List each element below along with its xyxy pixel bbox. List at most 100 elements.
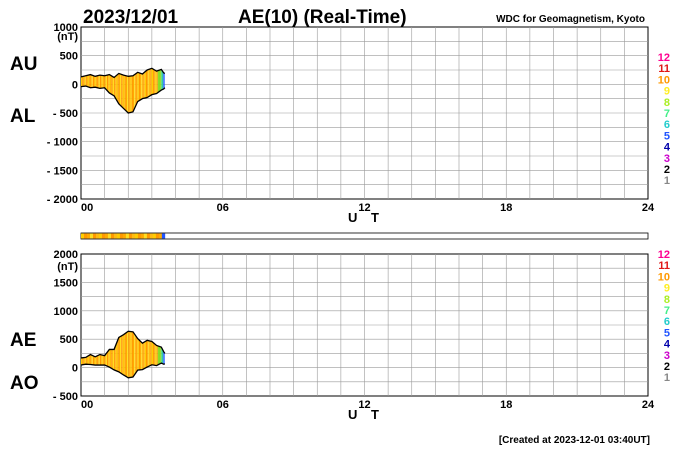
- coverage-segment: [125, 233, 130, 239]
- data-band: [118, 336, 120, 373]
- data-band: [82, 357, 84, 365]
- coverage-segment: [149, 233, 154, 239]
- data-band: [131, 331, 133, 378]
- au-al-grid: [81, 27, 648, 199]
- al-label: AL: [10, 106, 36, 127]
- data-band: [84, 75, 86, 87]
- x-tick-label: 12: [358, 202, 370, 214]
- data-band: [117, 337, 119, 372]
- au-al-data-area: [80, 67, 166, 114]
- station-count-label: 7: [664, 108, 670, 120]
- station-count-label: 6: [664, 316, 670, 328]
- data-band: [114, 346, 116, 371]
- data-band: [145, 340, 148, 368]
- ae-ao-grid: [81, 254, 648, 396]
- coverage-segment: [81, 233, 85, 239]
- station-count-label: 4: [664, 339, 671, 351]
- data-band: [144, 71, 146, 99]
- coverage-segment: [110, 233, 115, 239]
- data-band: [95, 356, 97, 366]
- data-band: [102, 75, 104, 89]
- data-band: [118, 73, 120, 105]
- data-band: [96, 75, 98, 88]
- data-band: [97, 355, 99, 366]
- data-band: [155, 70, 157, 94]
- data-band: [161, 347, 162, 364]
- data-band: [96, 355, 98, 366]
- au-al-x-axis-label: U T: [348, 210, 384, 225]
- data-band: [123, 333, 125, 376]
- data-band: [123, 75, 125, 110]
- station-count-label: 8: [664, 294, 670, 306]
- data-band: [149, 340, 151, 366]
- data-band: [122, 334, 124, 375]
- data-band: [89, 74, 91, 88]
- data-band: [145, 70, 148, 98]
- y-tick-label: - 500: [53, 108, 78, 120]
- data-band: [119, 73, 122, 107]
- data-band: [91, 75, 93, 88]
- station-count-label: 5: [664, 130, 670, 142]
- coverage-segment: [158, 233, 163, 239]
- data-band: [109, 74, 111, 94]
- coverage-segment: [101, 233, 106, 239]
- data-band: [97, 75, 99, 89]
- data-band: [161, 70, 163, 90]
- data-band: [157, 345, 159, 365]
- y-tick-label: 1500: [54, 277, 78, 289]
- station-count-label: 9: [664, 283, 670, 295]
- data-band: [86, 355, 89, 365]
- data-band: [105, 352, 107, 367]
- data-band: [116, 74, 118, 102]
- data-band: [132, 331, 135, 377]
- coverage-segment: [143, 233, 148, 239]
- data-band: [151, 68, 154, 95]
- data-band: [92, 75, 94, 88]
- station-count-label: 11: [658, 260, 670, 272]
- data-band: [155, 344, 157, 366]
- data-band: [108, 74, 110, 93]
- data-band: [91, 355, 93, 365]
- y-tick-label: 1000: [54, 306, 78, 318]
- ae-series-line: [80, 330, 166, 359]
- au-al-unit-label: (nT): [57, 31, 78, 43]
- coverage-segment: [116, 233, 121, 239]
- data-band: [99, 354, 102, 366]
- data-band: [101, 354, 103, 366]
- data-band: [121, 74, 123, 108]
- coverage-segment: [92, 233, 97, 239]
- data-band: [98, 75, 100, 89]
- x-tick-label: 00: [81, 202, 93, 214]
- data-band: [121, 335, 123, 375]
- created-timestamp: [Created at 2023-12-01 03:40UT]: [499, 435, 650, 446]
- data-band: [137, 338, 139, 371]
- station-count-label: 2: [664, 164, 670, 176]
- data-band: [127, 76, 129, 113]
- data-band: [148, 340, 150, 367]
- data-band: [127, 331, 129, 378]
- data-band: [137, 72, 139, 102]
- data-band: [103, 75, 105, 88]
- station-count-label: 7: [664, 305, 670, 317]
- data-band: [129, 76, 131, 113]
- data-band: [147, 69, 149, 98]
- y-tick-label: - 1000: [47, 137, 78, 149]
- data-band: [90, 354, 92, 365]
- data-band: [131, 75, 133, 113]
- source-label: WDC for Geomagnetism, Kyoto: [496, 14, 645, 25]
- ao-label: AO: [10, 373, 39, 394]
- station-count-label: 4: [664, 142, 671, 154]
- data-band: [81, 76, 83, 87]
- data-band: [149, 68, 151, 97]
- ao-series-line: [80, 362, 166, 379]
- data-band: [106, 350, 109, 367]
- coverage-segment: [128, 233, 133, 239]
- data-band: [116, 340, 118, 372]
- coverage-segment: [95, 233, 100, 239]
- data-band: [161, 69, 162, 91]
- coverage-segment: [119, 233, 124, 239]
- data-band: [89, 354, 91, 365]
- station-count-label: 9: [664, 86, 670, 98]
